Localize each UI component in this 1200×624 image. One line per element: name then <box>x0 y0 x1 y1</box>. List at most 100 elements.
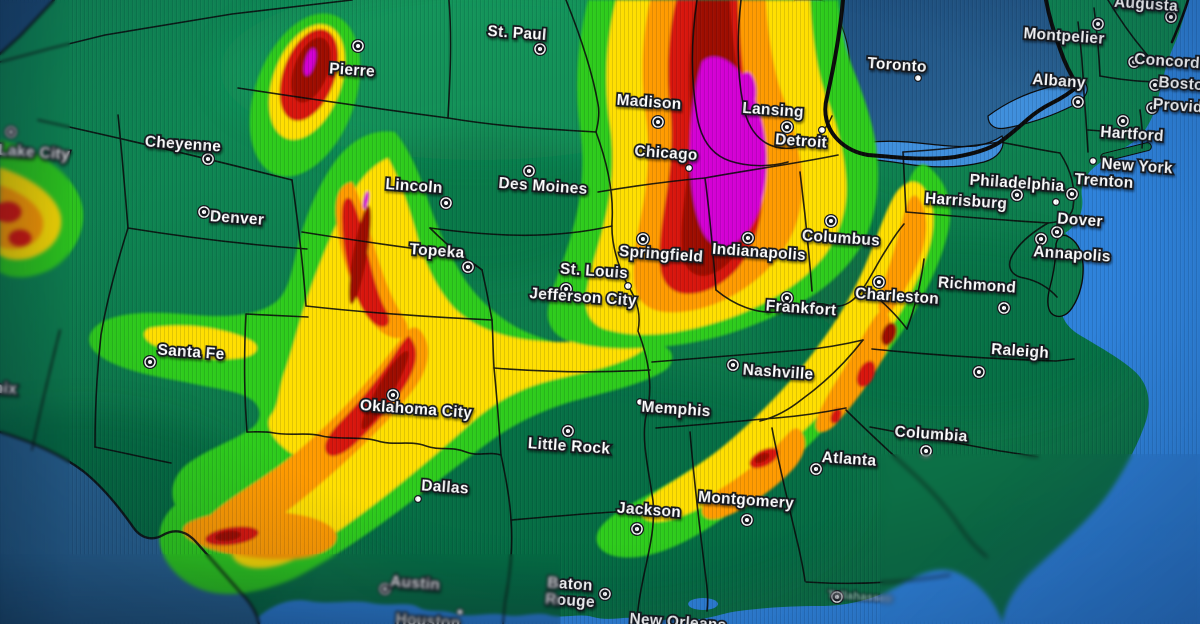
lake-ontario <box>987 82 1088 130</box>
capital-marker-ring <box>463 262 473 272</box>
city-dot-icon <box>1051 198 1060 207</box>
capital-marker-icon <box>1049 224 1065 240</box>
capital-marker-icon <box>1009 187 1025 203</box>
capital-marker-ring <box>561 284 571 294</box>
capital-marker-icon <box>739 512 755 528</box>
capital-marker-ring <box>632 524 642 534</box>
city-dover: Dover <box>1049 209 1105 240</box>
capital-marker-ring <box>1166 12 1176 22</box>
city-dot-icon <box>913 73 922 82</box>
capital-marker-ring <box>832 592 842 602</box>
capital-marker-ring <box>524 166 534 176</box>
capital-marker-icon <box>1070 94 1086 110</box>
city-albany: Albany <box>1030 70 1088 110</box>
capital-marker-icon <box>1115 113 1131 129</box>
city-label: Pierre <box>329 61 376 81</box>
city-dot-icon <box>635 398 644 407</box>
city-label: Phoenix <box>0 377 18 398</box>
city-label: Boston <box>1158 74 1200 95</box>
capital-marker-icon <box>918 443 934 459</box>
capital-marker-icon <box>560 423 576 439</box>
capital-marker-icon <box>971 364 987 380</box>
capital-marker-icon <box>200 151 216 167</box>
capital-marker-icon <box>1126 54 1142 70</box>
capital-marker-icon <box>1064 186 1080 202</box>
capital-marker-icon <box>823 213 839 229</box>
capital-marker-icon <box>385 387 401 403</box>
capital-marker-ring <box>535 44 545 54</box>
city-phoenix: Phoenix <box>0 375 20 400</box>
city-dot-icon <box>1088 157 1097 166</box>
city-label: Albany <box>1032 71 1087 92</box>
city-raleigh: Raleigh <box>971 339 1051 380</box>
capital-marker-ring <box>782 122 792 132</box>
capital-marker-icon <box>808 461 824 477</box>
capital-marker-ring <box>638 234 648 244</box>
capital-marker-ring <box>563 426 573 436</box>
capital-marker-ring <box>1129 57 1139 67</box>
capital-marker-icon <box>521 163 537 179</box>
capital-marker-icon <box>196 204 212 220</box>
capital-marker-ring <box>199 207 209 217</box>
city-label: Austin <box>389 573 440 593</box>
capital-marker-ring <box>974 367 984 377</box>
lake-pontchartrain <box>688 598 718 610</box>
city-pierre: Pierre <box>327 38 377 82</box>
capital-marker-icon <box>629 521 645 537</box>
capital-marker-ring <box>1012 190 1022 200</box>
capital-marker-ring <box>1147 103 1157 113</box>
capital-marker-ring <box>743 233 753 243</box>
capital-marker-ring <box>203 154 213 164</box>
city-dot-icon <box>684 164 693 173</box>
capital-marker-ring <box>782 293 792 303</box>
gulf-of-mexico <box>252 569 1002 624</box>
capital-marker-icon <box>996 300 1012 316</box>
city-toronto: Toronto <box>865 53 929 82</box>
capital-marker-ring <box>1052 227 1062 237</box>
capital-marker-ring <box>1036 234 1046 244</box>
capital-marker-icon <box>725 357 741 373</box>
capital-marker-icon <box>1144 100 1160 116</box>
capital-marker-icon <box>779 119 795 135</box>
capital-marker-ring <box>441 198 451 208</box>
capital-marker-icon <box>650 114 666 130</box>
capital-marker-ring <box>874 277 884 287</box>
capital-marker-icon <box>740 230 756 246</box>
city-dot-icon <box>817 125 826 134</box>
capital-marker-ring <box>811 464 821 474</box>
city-detroit: Detroit <box>773 125 829 154</box>
capital-marker-icon <box>438 195 454 211</box>
capital-marker-ring <box>1067 189 1077 199</box>
city-label: Detroit <box>774 131 827 152</box>
city-dot-icon <box>628 613 637 622</box>
city-label: Dover <box>1057 211 1104 231</box>
capital-marker-icon <box>779 290 795 306</box>
capital-marker-icon <box>350 38 366 54</box>
capital-marker-ring <box>653 117 663 127</box>
capital-marker-ring <box>728 360 738 370</box>
capital-marker-ring <box>1118 116 1128 126</box>
appalachian-band <box>596 164 951 558</box>
capital-marker-icon <box>1163 9 1179 25</box>
capital-marker-icon <box>532 41 548 57</box>
capital-marker-ring <box>388 390 398 400</box>
city-label: Rouge <box>545 591 596 611</box>
city-label: Denver <box>209 208 264 229</box>
capital-marker-icon <box>871 274 887 290</box>
city-dot-icon <box>414 495 423 504</box>
international-border <box>823 0 1190 161</box>
capital-marker-ring <box>1093 19 1103 29</box>
capital-marker-icon <box>460 259 476 275</box>
capital-marker-ring <box>600 589 610 599</box>
plains-corridor <box>89 131 673 595</box>
capital-marker-ring <box>742 515 752 525</box>
capital-marker-ring <box>353 41 363 51</box>
capital-marker-ring <box>826 216 836 226</box>
capital-marker-ring <box>145 357 155 367</box>
capital-marker-icon <box>1147 77 1163 93</box>
capital-marker-icon <box>3 124 19 140</box>
city-dot-icon <box>623 282 632 291</box>
capital-marker-ring <box>999 303 1009 313</box>
